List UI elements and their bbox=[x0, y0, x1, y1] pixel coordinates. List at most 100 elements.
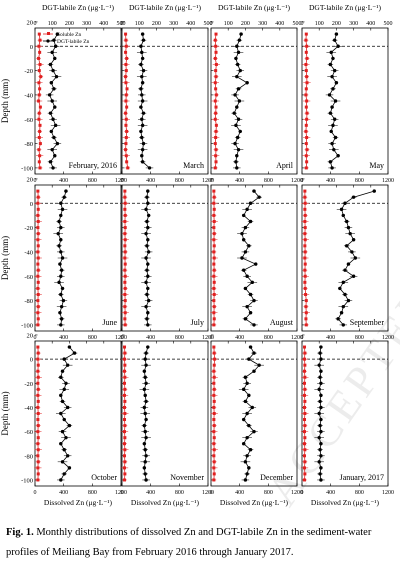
panel-frame bbox=[210, 184, 298, 332]
dgt-point bbox=[254, 262, 258, 266]
soluble-point bbox=[212, 293, 216, 296]
dgt-point bbox=[48, 62, 53, 67]
soluble-point bbox=[304, 311, 308, 315]
soluble-point bbox=[303, 448, 307, 452]
dgt-point bbox=[147, 166, 152, 170]
x-bottom-tick-label: 400 bbox=[235, 178, 244, 184]
dgt-point bbox=[248, 292, 253, 297]
x-bottom-tick-label: 400 bbox=[326, 335, 335, 341]
dgt-point bbox=[318, 448, 322, 452]
dgt-point bbox=[319, 405, 323, 410]
dgt-point bbox=[237, 38, 242, 42]
soluble-point bbox=[212, 262, 216, 266]
dgt-point bbox=[240, 231, 244, 236]
soluble-point bbox=[304, 154, 308, 158]
x-bottom-tick-label: 400 bbox=[146, 335, 155, 341]
soluble-point bbox=[213, 142, 217, 146]
y-axis-label: Depth (mm) bbox=[0, 79, 10, 123]
soluble-point bbox=[304, 87, 308, 91]
soluble-point bbox=[212, 220, 216, 223]
soluble-point bbox=[123, 345, 127, 349]
dgt-point bbox=[236, 50, 241, 55]
dgt-point bbox=[248, 345, 253, 349]
dgt-point bbox=[238, 129, 242, 134]
soluble-point bbox=[36, 280, 40, 284]
dgt-point bbox=[142, 423, 147, 428]
x-bottom-tick-label: 1200 bbox=[291, 335, 303, 341]
dgt-point bbox=[240, 256, 244, 260]
dgt-point bbox=[59, 304, 64, 309]
soluble-point bbox=[303, 412, 307, 415]
dgt-point bbox=[252, 429, 256, 434]
soluble-point bbox=[212, 412, 216, 415]
dgt-point bbox=[241, 387, 246, 392]
dgt-point bbox=[146, 286, 150, 291]
soluble-point bbox=[212, 299, 216, 303]
x-bottom-tick-label: 0 bbox=[210, 490, 213, 496]
soluble-point bbox=[123, 412, 127, 415]
dgt-point bbox=[140, 81, 145, 85]
soluble-point bbox=[38, 50, 42, 54]
dgt-point bbox=[64, 381, 68, 385]
soluble-point bbox=[38, 63, 42, 66]
dgt-point bbox=[243, 478, 248, 482]
y-tick-label: -20 bbox=[24, 225, 33, 232]
dgt-point bbox=[247, 244, 251, 248]
soluble-point bbox=[303, 424, 307, 428]
dgt-point bbox=[140, 117, 144, 121]
x-bottom-tick-label: 0 bbox=[34, 490, 37, 496]
x-bottom-tick-label: 400 bbox=[235, 490, 244, 496]
y-axis-label: Depth (mm) bbox=[0, 236, 10, 280]
dgt-point bbox=[60, 399, 65, 404]
soluble-point bbox=[212, 238, 216, 242]
soluble-point bbox=[36, 357, 40, 361]
dgt-point bbox=[64, 435, 68, 440]
x-bottom-tick-label: 400 bbox=[146, 490, 155, 496]
dgt-point bbox=[51, 166, 55, 170]
dgt-point bbox=[139, 129, 143, 134]
dgt-point bbox=[319, 393, 323, 398]
soluble-point bbox=[304, 32, 308, 36]
soluble-point bbox=[36, 412, 40, 415]
soluble-point bbox=[303, 351, 307, 355]
dgt-point bbox=[49, 81, 54, 85]
month-label: September bbox=[350, 318, 385, 327]
soluble-point bbox=[212, 381, 216, 385]
soluble-point bbox=[212, 323, 216, 327]
soluble-point bbox=[212, 472, 216, 476]
soluble-point bbox=[212, 226, 216, 230]
soluble-point bbox=[123, 256, 127, 260]
x-bottom-tick-label: 1200 bbox=[382, 178, 394, 184]
dgt-point bbox=[333, 135, 338, 140]
dgt-point bbox=[341, 323, 345, 327]
soluble-point bbox=[123, 238, 127, 242]
soluble-point bbox=[303, 220, 307, 223]
soluble-point bbox=[123, 460, 127, 464]
dgt-point bbox=[144, 435, 148, 440]
soluble-point bbox=[123, 478, 127, 482]
soluble-point bbox=[303, 195, 307, 199]
dgt-point bbox=[318, 472, 322, 476]
soluble-point bbox=[123, 226, 127, 230]
soluble-point bbox=[212, 405, 216, 409]
dgt-point bbox=[243, 225, 248, 230]
dgt-point bbox=[372, 189, 376, 193]
soluble-point bbox=[212, 436, 216, 440]
soluble-point bbox=[212, 375, 216, 379]
soluble-point bbox=[212, 305, 216, 309]
dgt-point bbox=[144, 207, 148, 212]
soluble-point bbox=[123, 317, 127, 321]
soluble-point bbox=[123, 369, 127, 373]
month-label: April bbox=[276, 161, 294, 170]
x-top-tick-label: 200 bbox=[152, 21, 161, 27]
x-bottom-axis-label: Dissolved Zn (μg·L⁻¹) bbox=[311, 498, 380, 507]
dgt-point bbox=[250, 405, 254, 410]
x-top-axis-label: DGT-labile Zn (μg·L⁻¹) bbox=[218, 3, 291, 12]
dgt-point bbox=[331, 56, 335, 61]
soluble-point bbox=[304, 129, 308, 133]
soluble-point bbox=[303, 357, 307, 361]
soluble-point bbox=[303, 274, 307, 278]
x-top-tick-label: 500 bbox=[117, 21, 126, 27]
dgt-point bbox=[351, 195, 356, 199]
dgt-point bbox=[146, 262, 150, 266]
